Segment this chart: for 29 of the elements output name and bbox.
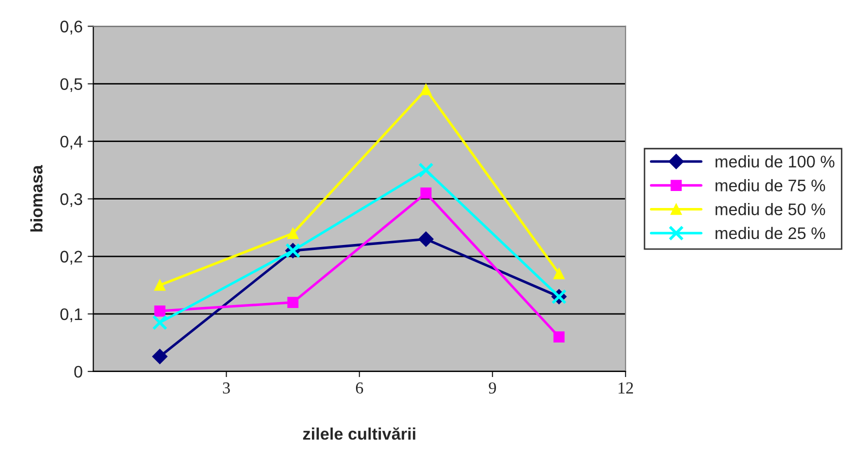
legend-label: mediu de 75 %: [716, 179, 826, 192]
y-tick-label: 0,2: [60, 250, 82, 265]
point: [287, 296, 298, 308]
legend-label: mediu de 50 %: [716, 203, 826, 216]
point: [420, 84, 432, 96]
legend-label: mediu de 100 %: [716, 155, 834, 168]
y-tick-label: 0,6: [60, 20, 82, 34]
x-tick-label: 9: [488, 382, 496, 394]
y-tick-label: 0: [74, 366, 82, 378]
point: [553, 331, 565, 342]
point: [152, 314, 168, 330]
point: [152, 348, 168, 364]
x-tick-label: 6: [356, 382, 364, 394]
x-tick-label: 12: [618, 382, 633, 394]
y-tick-label: 0,4: [60, 136, 82, 150]
y-tick-label: 0,1: [60, 308, 82, 322]
legend-label: mediu de 25 %: [716, 226, 826, 240]
point: [287, 228, 298, 239]
y-axis-title: biomasa: [30, 164, 43, 232]
point: [418, 162, 434, 178]
point: [418, 232, 434, 247]
point: [553, 268, 565, 280]
point: [420, 188, 432, 199]
y-tick-label: 0,3: [60, 193, 82, 208]
x-tick-label: 3: [223, 382, 230, 394]
x-axis-title: zilele cultivării: [303, 427, 416, 440]
y-tick-label: 0,5: [60, 78, 82, 92]
point: [154, 305, 166, 317]
point: [154, 280, 166, 291]
